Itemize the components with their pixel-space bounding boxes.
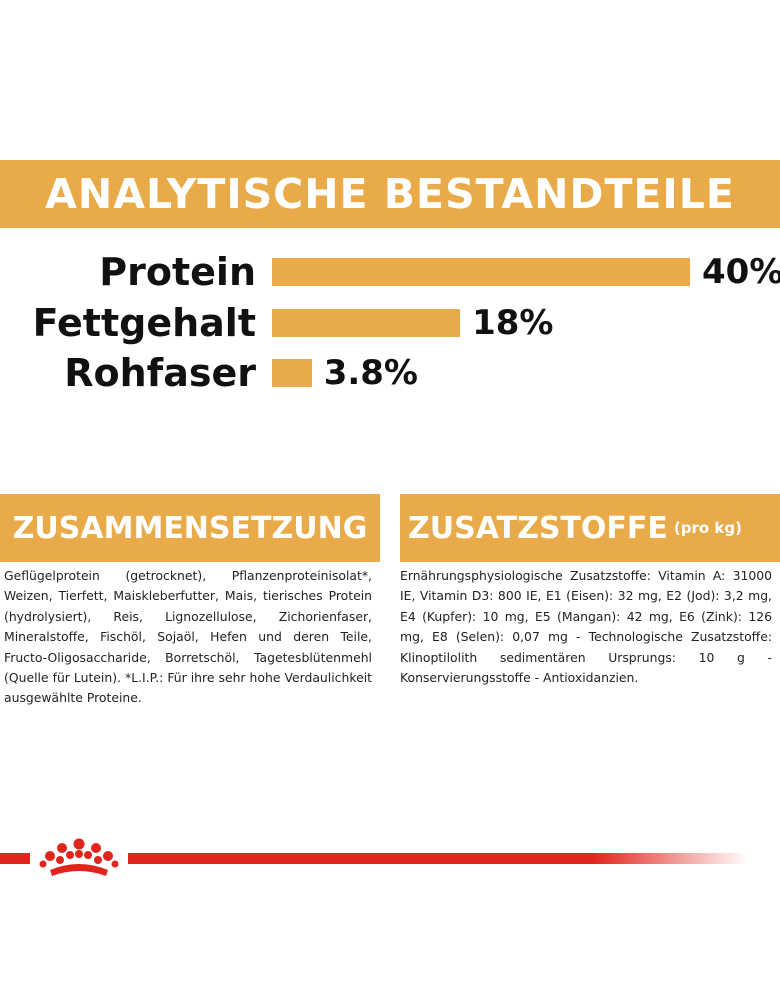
analytics-value: 40% [702,252,780,292]
composition-text: Geflügelprotein (getrocknet), Pflanzenpr… [4,568,372,706]
analytics-banner: ANALYTISCHE BESTANDTEILE [0,160,780,228]
analytics-label: Rohfaser [64,351,256,395]
analytics-title: ANALYTISCHE BESTANDTEILE [45,170,735,218]
analytics-value: 3.8% [323,353,418,393]
composition-header: ZUSAMMENSETZUNG [0,494,380,562]
additives-title: ZUSATZSTOFFE [408,510,668,546]
analytics-row-fiber: Rohfaser 3.8% [0,351,780,395]
analytics-label: Fettgehalt [32,301,256,345]
additives-header: ZUSATZSTOFFE (pro kg) [400,494,780,562]
analytics-value: 18% [472,303,554,343]
composition-title: ZUSAMMENSETZUNG [12,510,368,546]
analytics-label: Protein [99,250,256,294]
analytics-bar [272,309,461,337]
additives-text: Ernährungsphysiologische Zusatzstoffe: V… [400,568,772,686]
analytics-row-protein: Protein 40% [0,250,780,294]
analytics-row-fat: Fettgehalt 18% [0,301,780,345]
footer-line-left [0,853,30,864]
footer-line-right [128,853,748,864]
analytics-bar [272,258,690,286]
analytics-bar [272,359,312,387]
crown-icon [39,838,119,876]
additives-suffix: (pro kg) [673,519,742,537]
